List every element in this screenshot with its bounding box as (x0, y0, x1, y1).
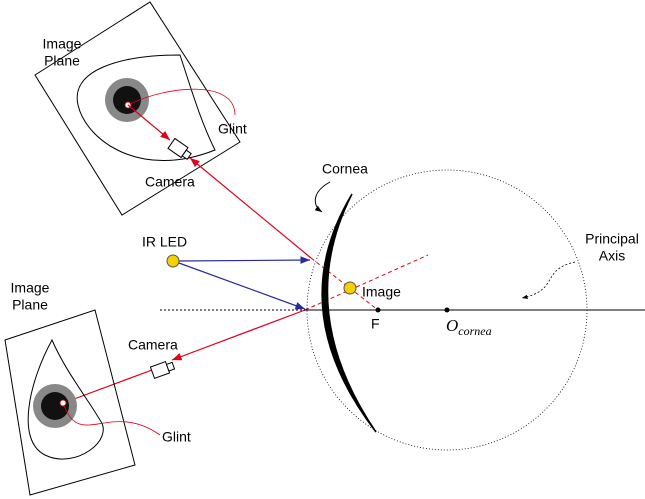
focus-point (375, 307, 381, 313)
label: Ocornea (446, 316, 492, 338)
pupil (113, 86, 141, 114)
center-point (444, 307, 450, 313)
ray (189, 157, 312, 259)
label: Camera (145, 174, 195, 190)
label: Glint (218, 121, 247, 137)
label: Image (11, 280, 50, 296)
image-plane (4, 309, 136, 496)
label: Camera (128, 337, 178, 353)
pupil (41, 392, 69, 420)
label: IR LED (142, 234, 187, 250)
camera (149, 360, 176, 380)
ray (171, 309, 306, 361)
label: Glint (162, 429, 191, 445)
glint-pointer (129, 88, 236, 116)
label: Axis (599, 248, 625, 264)
label: Cornea (322, 161, 368, 177)
virtual-ray (310, 257, 379, 311)
ray (127, 104, 171, 141)
eye-outline (27, 338, 104, 460)
camera (167, 137, 192, 161)
ray (65, 369, 153, 403)
cornea-surface (321, 193, 377, 433)
axis-pointer (521, 261, 576, 300)
label: F (371, 316, 380, 332)
ir-led (166, 254, 180, 268)
led-ray (178, 262, 306, 310)
label: Plane (12, 297, 48, 313)
image-plane (34, 1, 241, 216)
label: Principal (585, 231, 639, 247)
label: Image (43, 36, 82, 52)
eye-outline (76, 54, 216, 161)
led-ray (178, 256, 311, 264)
led-image (343, 281, 357, 295)
cornea-pointer (314, 181, 331, 213)
label: Image (362, 284, 401, 300)
label: Plane (44, 53, 80, 69)
glint-pointer (63, 404, 161, 436)
glint (59, 399, 67, 407)
